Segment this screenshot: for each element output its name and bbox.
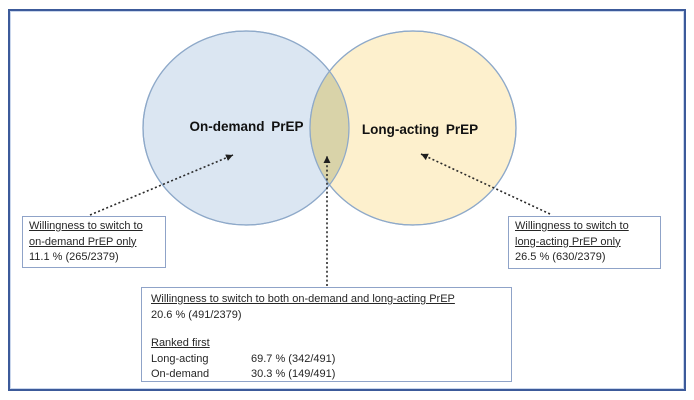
venn-right-circle-outline: [309, 30, 517, 226]
left-box-value: 11.1 % (265/2379): [29, 251, 119, 263]
blank-line: [151, 323, 502, 336]
ranked-option-value: 69.7 % (342/491): [251, 352, 336, 365]
ranked-row-on-demand: On-demand 30.3 % (149/491): [151, 367, 502, 383]
ranked-option-label: Long-acting: [151, 352, 209, 365]
ranked-option-value: 30.3 % (149/491): [251, 368, 336, 380]
right-annotation-box: Willingness to switch to long-acting PrE…: [508, 216, 661, 269]
right-box-value: 26.5 % (630/2379): [515, 251, 606, 263]
center-box-heading: Willingness to switch to both on-demand …: [151, 293, 455, 305]
ranked-row-long-acting: Long-acting 69.7 % (342/491): [151, 352, 502, 368]
center-annotation-box: Willingness to switch to both on-demand …: [141, 287, 512, 382]
arrow-right-box-to-right-circle: [420, 153, 551, 215]
ranked-option-label: On-demand: [151, 368, 210, 380]
left-box-heading-line2: on-demand PrEP only: [29, 235, 137, 248]
left-annotation-box: Willingness to switch to on-demand PrEP …: [22, 216, 166, 268]
left-box-heading-line1: Willingness to switch to: [29, 220, 143, 232]
right-box-heading-line1: Willingness to switch to: [515, 220, 629, 232]
left-circle-label: On-demand PrEP: [189, 119, 304, 134]
ranked-first-heading: Ranked first: [151, 337, 210, 349]
center-box-value: 20.6 % (491/2379): [151, 308, 242, 321]
right-circle-label: Long-acting PrEP: [361, 122, 479, 137]
venn-left-circle-outline: [142, 30, 350, 226]
right-box-heading-line2: long-acting PrEP only: [515, 235, 621, 248]
arrow-left-box-to-left-circle: [89, 154, 234, 216]
